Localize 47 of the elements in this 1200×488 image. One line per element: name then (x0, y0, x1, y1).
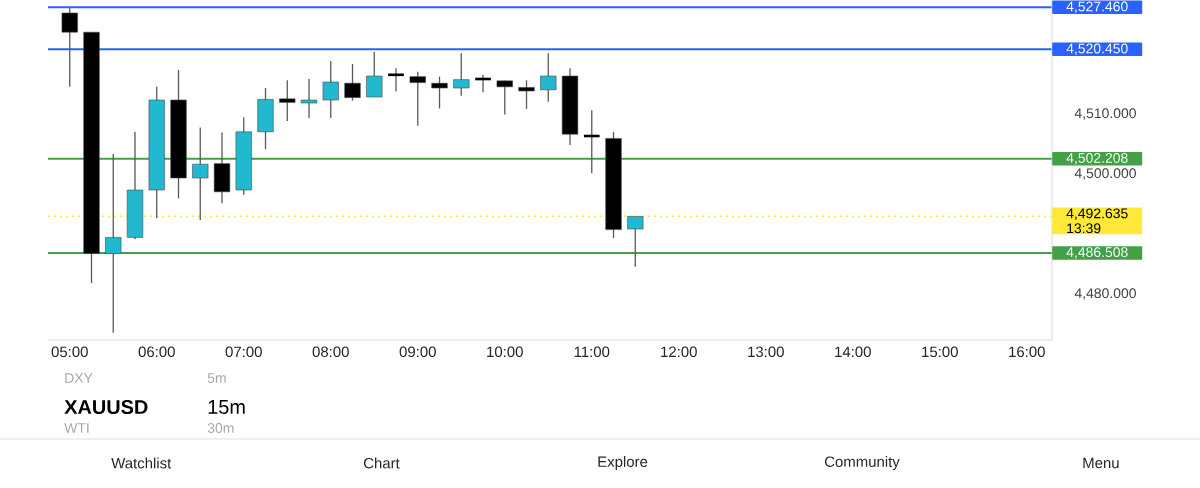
text: Menu (1083, 457, 1119, 469)
x-tick-label: 15:00 (922, 346, 958, 358)
candlestick (540, 52, 557, 103)
candlestick (192, 126, 209, 221)
text: Explore (598, 456, 648, 470)
candlestick (279, 79, 296, 122)
text: XAUUSD (64, 399, 148, 415)
x-tick-label: 10:00 (487, 346, 523, 358)
candlestick (61, 6, 78, 88)
text: Watchlist (111, 457, 172, 469)
x-tick-label: 14:00 (835, 346, 871, 358)
x-tick-label: 16:00 (1009, 346, 1045, 358)
candlestick (300, 78, 318, 119)
x-tick-label: 07:00 (225, 346, 262, 358)
ref-line-label: 4,492.635 (1066, 208, 1128, 220)
candlestick (105, 153, 122, 334)
candlestick (627, 215, 644, 268)
y-tick-label: 4,480.000 (1074, 288, 1136, 300)
y-tick-label: 4,510.000 (1074, 108, 1136, 120)
x-tick-label: 12:00 (661, 346, 697, 358)
x-tick-label: 05:00 (51, 346, 88, 358)
y-tick-label: 4,500.000 (1074, 168, 1136, 180)
x-tick-label: 08:00 (312, 346, 349, 358)
text: 5m (207, 373, 226, 383)
ref-line-label: 4,486.508 (1066, 247, 1128, 259)
text: 15m (208, 400, 245, 414)
candlestick (322, 60, 339, 119)
text: 30m (207, 423, 234, 433)
ref-line-label: 4,502.208 (1066, 152, 1128, 165)
text: WTI (64, 423, 89, 433)
candlestick (344, 63, 361, 102)
text: DXY (65, 373, 93, 383)
candlestick (496, 80, 513, 116)
x-tick-label: 09:00 (399, 346, 436, 358)
x-tick-label: 13:00 (748, 346, 784, 358)
candlestick (409, 71, 426, 127)
candlestick (366, 51, 383, 98)
candlestick (453, 52, 470, 97)
ref-line-label: 4,520.450 (1066, 43, 1128, 56)
candlestick (518, 79, 535, 110)
ref-line-label: 4,527.460 (1066, 1, 1128, 14)
x-tick-label: 11:00 (574, 346, 610, 358)
text: 13:39 (1067, 223, 1101, 234)
candlestick (431, 75, 448, 110)
x-tick-label: 06:00 (138, 346, 175, 358)
text: Community (824, 456, 900, 470)
text: Chart (363, 457, 400, 469)
